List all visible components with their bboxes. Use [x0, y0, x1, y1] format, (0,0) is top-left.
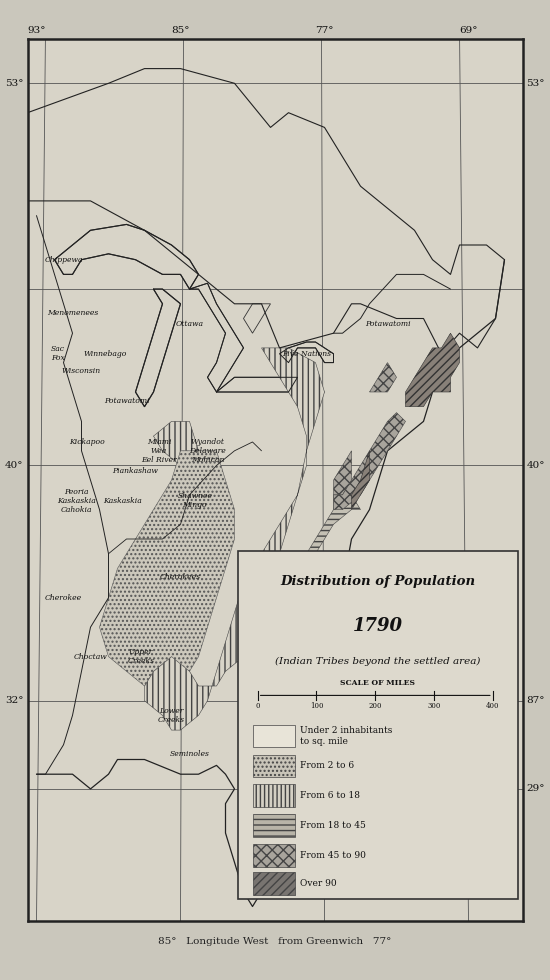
Text: Kaskaskia: Kaskaskia	[103, 497, 142, 505]
Text: 93°: 93°	[28, 25, 46, 35]
Text: 40°: 40°	[526, 461, 545, 470]
Text: 87°: 87°	[526, 696, 545, 706]
Text: Potawatomi: Potawatomi	[104, 397, 149, 405]
Text: 85°   Longitude West   from Greenwich   77°: 85° Longitude West from Greenwich 77°	[158, 937, 392, 946]
Text: Shawnee
Mingo: Shawnee Mingo	[178, 492, 212, 510]
Polygon shape	[279, 342, 333, 363]
Text: 29°: 29°	[526, 784, 545, 794]
Text: 32°: 32°	[5, 696, 24, 706]
Text: SCALE OF MILES: SCALE OF MILES	[340, 678, 415, 687]
Text: 85°: 85°	[171, 25, 190, 35]
Text: 200: 200	[368, 703, 382, 710]
Polygon shape	[135, 289, 180, 407]
Text: 40°: 40°	[5, 461, 24, 470]
Text: Kickapoo: Kickapoo	[69, 438, 104, 446]
Text: 69°: 69°	[459, 25, 478, 35]
Polygon shape	[244, 495, 360, 730]
Text: 1790: 1790	[353, 617, 403, 635]
Text: Under 2 inhabitants
to sq. mile: Under 2 inhabitants to sq. mile	[300, 726, 392, 746]
Text: 53°: 53°	[526, 78, 545, 88]
Text: Lower
Creeks: Lower Creeks	[158, 707, 185, 724]
Text: Piankashaw: Piankashaw	[113, 467, 158, 475]
Polygon shape	[370, 363, 397, 392]
Text: Wisconsin: Wisconsin	[62, 368, 101, 375]
Text: From 45 to 90: From 45 to 90	[300, 852, 366, 860]
Bar	[252, 814, 295, 837]
Text: 77°: 77°	[315, 25, 334, 35]
Bar	[252, 755, 295, 777]
Text: From 6 to 18: From 6 to 18	[300, 792, 360, 801]
Text: Ottawa: Ottawa	[175, 320, 204, 328]
Text: 100: 100	[310, 703, 323, 710]
Text: (Indian Tribes beyond the settled area): (Indian Tribes beyond the settled area)	[275, 657, 480, 665]
FancyBboxPatch shape	[238, 551, 518, 900]
Text: From 18 to 45: From 18 to 45	[300, 821, 366, 830]
Bar	[252, 872, 295, 895]
Polygon shape	[145, 348, 324, 730]
Text: Chippewa: Chippewa	[44, 256, 82, 264]
Bar	[252, 784, 295, 808]
Text: Potawatomi: Potawatomi	[365, 320, 410, 328]
Bar	[252, 845, 295, 867]
Polygon shape	[405, 333, 459, 407]
Bar	[252, 724, 295, 748]
Text: 400: 400	[486, 703, 499, 710]
Text: Peoria
Kaskaskia
Cahokia: Peoria Kaskaskia Cahokia	[57, 488, 96, 514]
Text: Upper
Creeks: Upper Creeks	[128, 648, 155, 665]
Text: 0: 0	[255, 703, 260, 710]
Text: Sac
Fox: Sac Fox	[51, 345, 65, 363]
Polygon shape	[153, 421, 199, 465]
Text: 300: 300	[427, 703, 441, 710]
Text: 53°: 53°	[5, 78, 24, 88]
Text: From 2 to 6: From 2 to 6	[300, 761, 354, 770]
Text: Cherokees: Cherokees	[160, 573, 201, 581]
Polygon shape	[190, 283, 244, 392]
Text: Distribution of Population: Distribution of Population	[280, 574, 475, 588]
Text: Five Nations: Five Nations	[282, 350, 331, 358]
Polygon shape	[351, 451, 370, 510]
Text: Choctaw: Choctaw	[74, 653, 107, 661]
Polygon shape	[244, 304, 271, 333]
Text: Seminoles: Seminoles	[169, 750, 210, 758]
Polygon shape	[333, 413, 405, 510]
Text: Miami
Wea
Eel River: Miami Wea Eel River	[141, 438, 177, 464]
Polygon shape	[54, 224, 199, 289]
Polygon shape	[333, 451, 351, 495]
Text: Over 90: Over 90	[300, 879, 337, 888]
Text: Cherokee: Cherokee	[45, 594, 82, 602]
Text: Wyandot
Delaware
Mohican: Wyandot Delaware Mohican	[189, 438, 226, 464]
Text: Winnebago: Winnebago	[83, 350, 126, 358]
Polygon shape	[217, 377, 298, 392]
Text: Menomenees: Menomenees	[47, 309, 98, 317]
Polygon shape	[100, 451, 234, 686]
